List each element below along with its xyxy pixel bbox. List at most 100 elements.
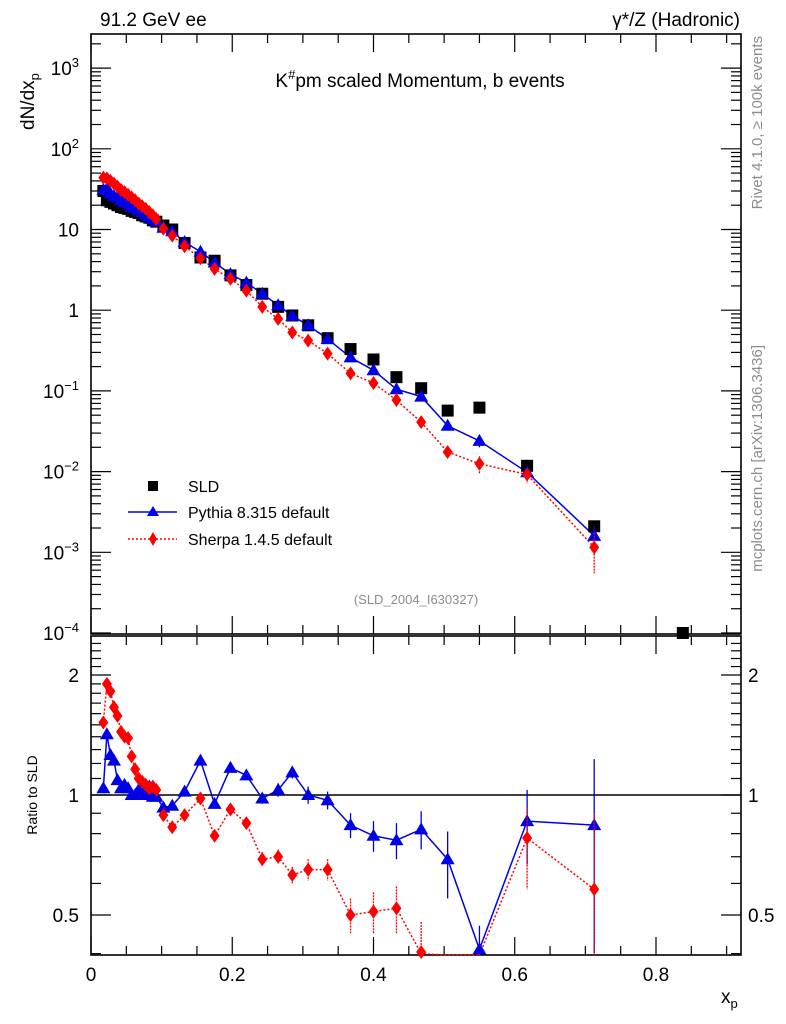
- y-tick-label: 1: [68, 301, 79, 322]
- pythia-ratio-point: [96, 781, 111, 794]
- pythia-ratio-point: [343, 818, 358, 831]
- y-tick-label: 10: [58, 221, 79, 242]
- y-tick-label: 10−3: [43, 539, 79, 564]
- mcplots-label: mcplots.cern.ch [arXiv:1306.3436]: [749, 345, 766, 572]
- pythia-ratio-point: [106, 753, 121, 766]
- pythia-data-point: [207, 255, 222, 268]
- plot-title: K#pm scaled Momentum, b events: [275, 67, 564, 92]
- pythia-data-point: [271, 298, 286, 311]
- sherpa-ratio-point: [322, 862, 333, 877]
- y-tick-label: 103: [51, 55, 79, 80]
- pythia-ratio-point: [193, 753, 208, 766]
- sherpa-data-point: [391, 393, 402, 408]
- sherpa-ratio-point: [391, 901, 402, 916]
- sherpa-ratio-point: [589, 882, 600, 897]
- sherpa-ratio-point: [105, 684, 116, 699]
- pythia-ratio-point: [177, 784, 192, 797]
- sherpa-ratio-point: [123, 730, 134, 745]
- header-energy-label: 91.2 GeV ee: [100, 10, 207, 31]
- sherpa-ratio-point: [273, 849, 284, 864]
- sherpa-ratio-point: [241, 816, 252, 831]
- pythia-ratio-point: [285, 765, 300, 778]
- pythia-ratio-point: [255, 791, 270, 804]
- pythia-data-point: [366, 363, 381, 376]
- sherpa-data-point: [257, 299, 268, 314]
- sherpa-ratio-point: [522, 831, 533, 846]
- sherpa-data-point: [345, 366, 356, 381]
- pythia-data-point: [414, 389, 429, 402]
- sherpa-ratio-point: [195, 791, 206, 806]
- ratio-y-tick-label-left: 1: [68, 786, 79, 807]
- pythia-ratio-point: [440, 852, 455, 865]
- sherpa-data-point: [241, 283, 252, 298]
- pythia-ratio-point: [301, 788, 316, 800]
- sherpa-data-point: [416, 415, 427, 430]
- y-tick-label: 10−2: [43, 459, 79, 484]
- x-tick-label: 0.6: [502, 965, 528, 986]
- pythia-ratio-point: [366, 828, 381, 841]
- sherpa-ratio-point: [225, 802, 236, 817]
- y-tick-label: 102: [51, 136, 79, 161]
- pythia-data-point: [320, 331, 335, 344]
- pythia-data-point: [587, 528, 602, 541]
- legend-entry-pythia: Pythia 8.315 default: [128, 505, 330, 522]
- sherpa-data-point: [522, 467, 533, 482]
- sherpa-data-point: [195, 251, 206, 266]
- ratio-series-layer: [96, 676, 602, 959]
- legend-label-sherpa: Sherpa 1.4.5 default: [188, 532, 333, 549]
- x-tick-label: 0: [86, 965, 97, 986]
- pythia-ratio-point: [165, 798, 180, 811]
- pythia-data-point: [472, 433, 487, 446]
- x-tick-label: 0.8: [643, 965, 669, 986]
- pythia-data-point: [343, 350, 358, 363]
- analysis-id-label: (SLD_2004_I630327): [354, 592, 478, 607]
- sherpa-ratio-point: [98, 715, 109, 730]
- header-process-label: γ*/Z (Hadronic): [612, 10, 740, 31]
- x-axis-label: xp: [721, 987, 738, 1011]
- ratio-y-tick-label-right: 0.5: [748, 906, 774, 927]
- main-axis-ticks: [90, 34, 741, 634]
- rivet-version-label: Rivet 4.1.0, ≥ 100k events: [749, 36, 766, 209]
- sherpa-ratio-point: [130, 762, 141, 777]
- sherpa-ratio-point: [151, 782, 162, 797]
- sherpa-data-point: [225, 271, 236, 286]
- sld-data-point: [473, 401, 486, 414]
- sherpa-ratio-point: [167, 820, 178, 835]
- y-axis-label: dN/dxp: [18, 73, 42, 130]
- sherpa-data-point: [209, 261, 220, 276]
- ratio-y-tick-labels: 2 2 1 1 0.5 0.5: [53, 666, 775, 927]
- ratio-plot: 2 2 1 1 0.5 0.5 0 0.2 0.4 0.6 0.8 Ratio to SLD xp: [24, 635, 775, 1011]
- pythia-data-point: [440, 418, 455, 431]
- pythia-ratio-point: [320, 793, 335, 806]
- sherpa-data-point: [322, 346, 333, 361]
- sherpa-ratio-point: [126, 749, 137, 764]
- sherpa-data-point: [474, 456, 485, 471]
- pythia-ratio-point: [207, 796, 222, 809]
- x-tick-label: 0.4: [360, 965, 387, 986]
- sherpa-data-point: [151, 211, 162, 226]
- pythia-ratio-point: [389, 833, 404, 846]
- legend-label-sld: SLD: [188, 479, 219, 496]
- sherpa-data-point: [442, 444, 453, 459]
- ratio-axis-ticks: [90, 636, 741, 955]
- sherpa-data-point: [303, 333, 314, 348]
- sherpa-ratio-point: [368, 904, 379, 919]
- ratio-y-tick-label-left: 2: [68, 666, 79, 687]
- y-tick-label: 10−4: [43, 620, 79, 645]
- ratio-y-axis-label: Ratio to SLD: [24, 755, 40, 834]
- sld-data-point: [415, 382, 428, 395]
- legend-label-pythia: Pythia 8.315 default: [188, 505, 330, 522]
- pythia-ratio-point: [414, 822, 429, 835]
- sld-data-point: [367, 353, 380, 366]
- legend-marker-diamond: [149, 532, 157, 546]
- sherpa-data-point: [179, 239, 190, 254]
- pythia-ratio-point: [239, 768, 254, 781]
- main-series-layer: [96, 170, 689, 639]
- pythia-ratio-point: [99, 727, 114, 740]
- sherpa-data-point: [368, 376, 379, 391]
- pythia-data-point: [255, 286, 270, 299]
- pythia-data-point: [301, 318, 316, 331]
- pythia-ratio-point: [472, 942, 487, 955]
